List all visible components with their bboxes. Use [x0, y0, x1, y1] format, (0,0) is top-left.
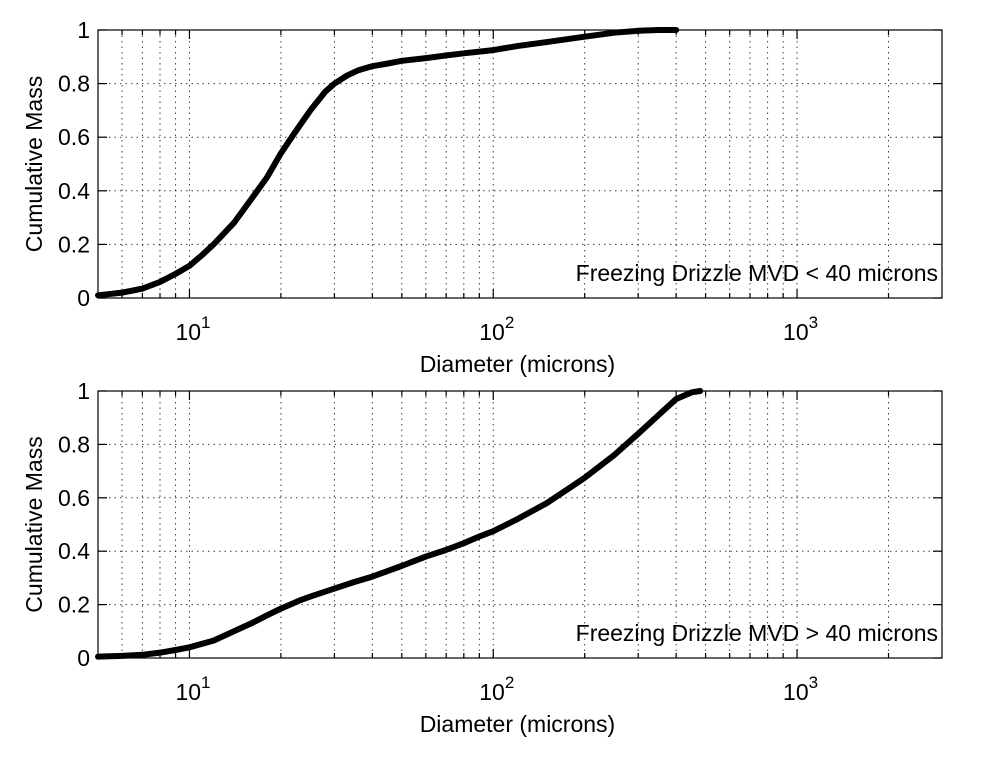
- series-line: [95, 27, 680, 299]
- x-axis-label: Diameter (microns): [420, 711, 616, 737]
- axes-box: [97, 390, 943, 659]
- annotation-text: Freezing Drizzle MVD < 40 microns: [576, 260, 938, 286]
- x-tick-label-base: 10: [783, 319, 809, 345]
- x-tick-label-exponent: 3: [809, 673, 818, 692]
- y-tick-label: 0.6: [58, 485, 90, 511]
- x-tick-label: 102: [479, 673, 514, 705]
- x-tick-label-exponent: 1: [201, 313, 210, 332]
- y-tick-label: 0.6: [58, 124, 90, 150]
- x-tick-label: 102: [479, 313, 514, 345]
- x-tick-label-exponent: 2: [505, 313, 514, 332]
- x-tick-label: 101: [175, 673, 210, 705]
- y-tick-label: 0.8: [58, 71, 90, 97]
- x-tick-label-exponent: 2: [505, 673, 514, 692]
- y-tick-label: 0.4: [58, 538, 90, 564]
- y-tick-label: 1: [77, 378, 90, 404]
- x-tick-label-base: 10: [175, 679, 201, 705]
- series-line: [95, 388, 704, 660]
- x-tick-label: 101: [175, 313, 210, 345]
- x-axis-label: Diameter (microns): [420, 351, 616, 377]
- y-axis-label: Cumulative Mass: [21, 76, 47, 252]
- y-tick-label: 0.2: [58, 231, 90, 257]
- x-tick-label-exponent: 1: [201, 673, 210, 692]
- x-tick-label: 103: [783, 673, 818, 705]
- x-tick-label-base: 10: [479, 319, 505, 345]
- y-tick-label: 1: [77, 17, 90, 43]
- annotation-text: Freezing Drizzle MVD > 40 microns: [576, 620, 938, 646]
- grid: [98, 30, 942, 298]
- y-tick-label: 0: [77, 645, 90, 671]
- y-tick-label: 0.2: [58, 592, 90, 618]
- y-axis-label: Cumulative Mass: [21, 436, 47, 612]
- x-tick-label-base: 10: [175, 319, 201, 345]
- axes-box: [97, 29, 943, 299]
- x-tick-label: 103: [783, 313, 818, 345]
- x-tick-label-base: 10: [479, 679, 505, 705]
- y-tick-label: 0: [77, 285, 90, 311]
- y-tick-label: 0.4: [58, 178, 90, 204]
- y-tick-label: 0.8: [58, 431, 90, 457]
- x-tick-label-base: 10: [783, 679, 809, 705]
- grid: [98, 391, 942, 658]
- x-tick-label-exponent: 3: [809, 313, 818, 332]
